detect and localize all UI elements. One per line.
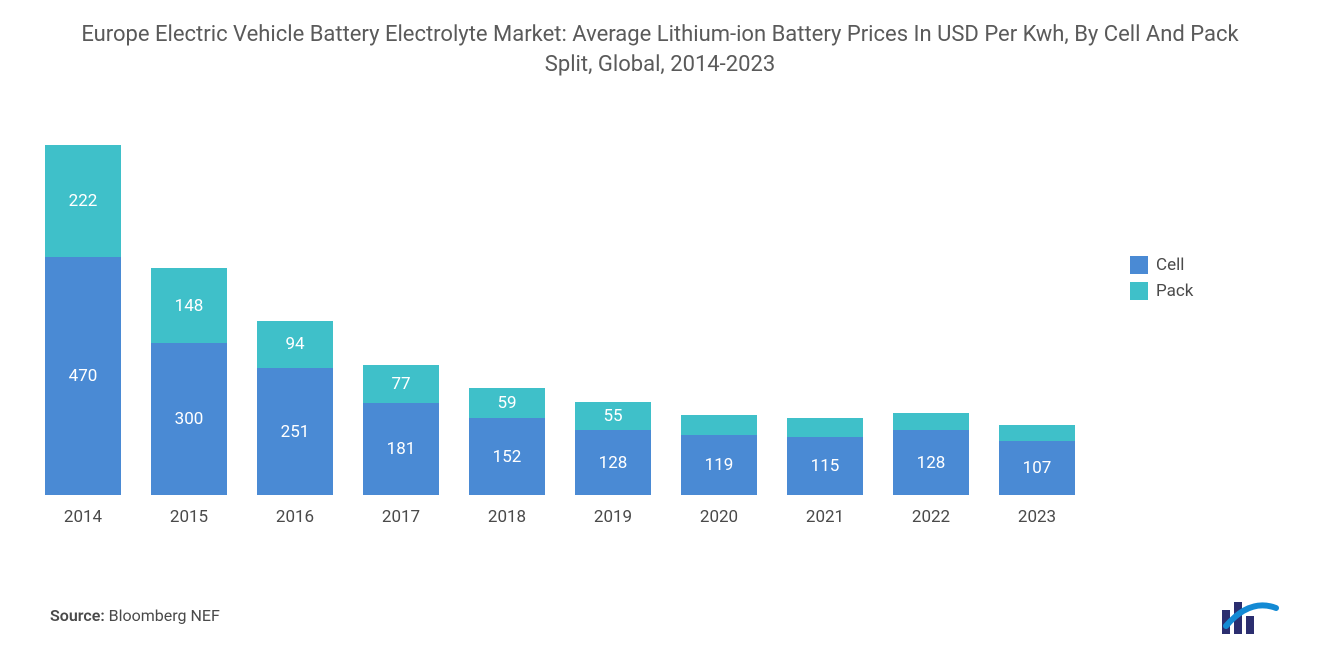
legend-label: Cell [1156, 255, 1184, 275]
bar-value-pack: 148 [175, 296, 204, 316]
x-axis-label: 2018 [454, 507, 560, 527]
chart-plot-area: 222 470 148 300 94 251 77 181 59 152 55 128 40 119 38 1… [30, 145, 1090, 495]
bar-segment-pack: 222 [45, 145, 121, 257]
bar-value-cell: 107 [1023, 458, 1052, 478]
brand-logo [1220, 596, 1280, 640]
bar-group: 35 128 [878, 413, 984, 495]
x-axis-label: 2016 [242, 507, 348, 527]
bar-segment-cell: 152 [469, 418, 545, 495]
legend-swatch [1130, 282, 1148, 300]
bar-value-pack: 94 [285, 334, 304, 354]
x-axis-label: 2023 [984, 507, 1090, 527]
bar-stack: 222 470 [45, 145, 121, 495]
bar-segment-cell: 181 [363, 403, 439, 495]
source-text: Bloomberg NEF [109, 606, 220, 625]
logo-bar-3 [1246, 616, 1254, 634]
bar-value-cell: 128 [917, 453, 946, 473]
x-axis-label: 2015 [136, 507, 242, 527]
bar-segment-cell: 300 [151, 343, 227, 495]
bar-stack: 55 128 [575, 402, 651, 495]
bar-stack: 38 115 [787, 418, 863, 495]
bar-stack: 148 300 [151, 268, 227, 495]
x-axis-label: 2017 [348, 507, 454, 527]
bar-segment-cell: 107 [999, 441, 1075, 495]
bar-value-pack: 55 [603, 406, 622, 426]
bar-segment-pack: 38 [787, 418, 863, 437]
x-axis-row: 2014201520162017201820192020202120222023 [30, 507, 1090, 527]
bar-segment-pack: 94 [257, 321, 333, 369]
x-axis-label: 2020 [666, 507, 772, 527]
bar-stack: 32 107 [999, 425, 1075, 495]
bar-value-cell: 181 [387, 439, 416, 459]
source-prefix: Source: [50, 606, 105, 625]
bar-segment-cell: 128 [893, 430, 969, 495]
bar-group: 38 115 [772, 418, 878, 495]
bar-segment-cell: 115 [787, 437, 863, 495]
bar-segment-pack: 59 [469, 388, 545, 418]
bar-stack: 77 181 [363, 365, 439, 495]
bar-value-pack: 222 [69, 191, 98, 211]
bar-value-pack: 59 [497, 393, 516, 413]
bar-segment-cell: 470 [45, 257, 121, 495]
bar-group: 32 107 [984, 425, 1090, 495]
bar-segment-pack: 32 [999, 425, 1075, 441]
bar-value-pack: 77 [391, 374, 410, 394]
bar-segment-pack: 77 [363, 365, 439, 404]
bar-segment-cell: 251 [257, 368, 333, 495]
bar-value-cell: 470 [69, 366, 98, 386]
x-axis-label: 2022 [878, 507, 984, 527]
bar-segment-cell: 119 [681, 435, 757, 495]
bar-group: 55 128 [560, 402, 666, 495]
legend-item: Cell [1130, 255, 1193, 275]
bar-segment-pack: 40 [681, 415, 757, 435]
x-axis-label: 2021 [772, 507, 878, 527]
bar-stack: 40 119 [681, 415, 757, 495]
bar-segment-pack: 148 [151, 268, 227, 343]
bar-group: 59 152 [454, 388, 560, 495]
bar-value-cell: 119 [705, 455, 734, 475]
chart-wrap: 222 470 148 300 94 251 77 181 59 152 55 128 40 119 38 1… [30, 145, 1193, 495]
bar-value-cell: 128 [599, 453, 628, 473]
bar-group: 40 119 [666, 415, 772, 495]
bar-group: 222 470 [30, 145, 136, 495]
bar-segment-cell: 128 [575, 430, 651, 495]
bars-row: 222 470 148 300 94 251 77 181 59 152 55 128 40 119 38 1… [30, 145, 1090, 495]
bar-segment-pack: 55 [575, 402, 651, 430]
bar-value-cell: 251 [281, 422, 310, 442]
bar-stack: 94 251 [257, 321, 333, 495]
bar-group: 148 300 [136, 268, 242, 495]
legend-label: Pack [1156, 281, 1193, 301]
x-axis-label: 2019 [560, 507, 666, 527]
bar-stack: 35 128 [893, 413, 969, 495]
chart-title: Europe Electric Vehicle Battery Electrol… [0, 0, 1320, 89]
x-axis-label: 2014 [30, 507, 136, 527]
bar-group: 94 251 [242, 321, 348, 495]
bar-stack: 59 152 [469, 388, 545, 495]
legend-item: Pack [1130, 281, 1193, 301]
bar-segment-pack: 35 [893, 413, 969, 431]
legend-swatch [1130, 256, 1148, 274]
source-line: Source: Bloomberg NEF [50, 606, 220, 625]
bar-value-cell: 115 [811, 456, 840, 476]
bar-value-cell: 300 [175, 409, 204, 429]
bar-group: 77 181 [348, 365, 454, 495]
legend: Cell Pack [1130, 255, 1193, 307]
bar-value-cell: 152 [493, 447, 522, 467]
